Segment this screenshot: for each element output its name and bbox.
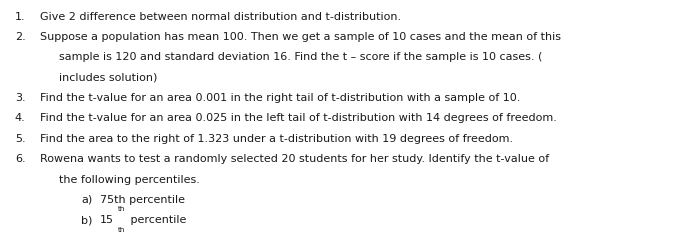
Text: 3.: 3. (15, 93, 26, 103)
Text: percentile: percentile (128, 215, 187, 225)
Text: 15: 15 (100, 215, 114, 225)
Text: th: th (118, 206, 126, 212)
Text: Find the t-value for an area 0.025 in the left tail of t-distribution with 14 de: Find the t-value for an area 0.025 in th… (40, 113, 558, 124)
Text: 4.: 4. (15, 113, 26, 124)
Text: sample is 120 and standard deviation 16. Find the t – score if the sample is 10 : sample is 120 and standard deviation 16.… (59, 52, 542, 62)
Text: the following percentiles.: the following percentiles. (59, 175, 200, 185)
Text: 1.: 1. (15, 12, 26, 22)
Text: 5.: 5. (15, 134, 26, 144)
Text: 2.: 2. (15, 32, 26, 42)
Text: 75th percentile: 75th percentile (100, 195, 185, 205)
Text: Give 2 difference between normal distribution and t-distribution.: Give 2 difference between normal distrib… (40, 12, 402, 22)
Text: b): b) (81, 215, 92, 225)
Text: Suppose a population has mean 100. Then we get a sample of 10 cases and the mean: Suppose a population has mean 100. Then … (40, 32, 562, 42)
Text: a): a) (81, 195, 92, 205)
Text: includes solution): includes solution) (59, 73, 157, 83)
Text: Rowena wants to test a randomly selected 20 students for her study. Identify the: Rowena wants to test a randomly selected… (40, 154, 549, 164)
Text: th: th (118, 227, 126, 233)
Text: 6.: 6. (15, 154, 26, 164)
Text: Find the area to the right of 1.323 under a t-distribution with 19 degrees of fr: Find the area to the right of 1.323 unde… (40, 134, 514, 144)
Text: Find the t-value for an area 0.001 in the right tail of t-distribution with a sa: Find the t-value for an area 0.001 in th… (40, 93, 521, 103)
